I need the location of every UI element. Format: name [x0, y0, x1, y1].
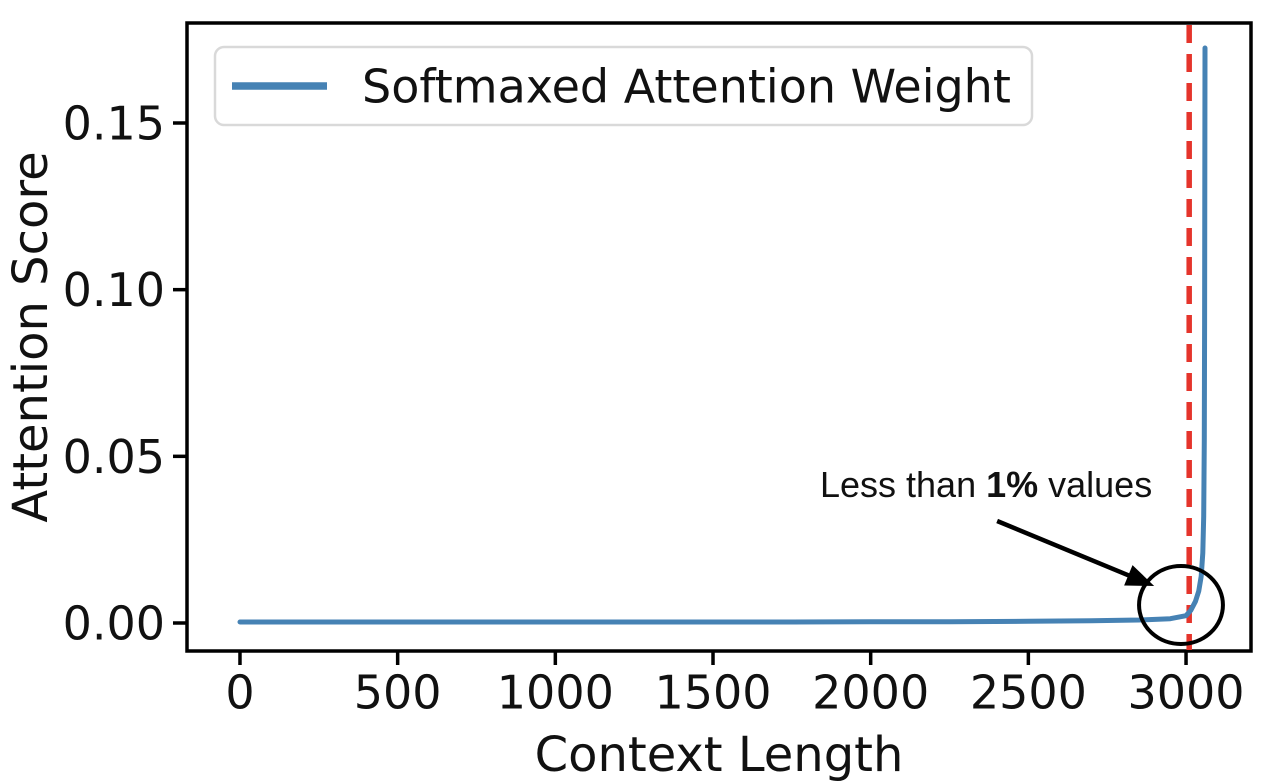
annotation-text: Less than 1% values: [820, 464, 1152, 505]
x-tick-label: 2500: [970, 666, 1087, 720]
x-tick-label: 500: [354, 666, 442, 720]
annotation-text-bold: 1%: [986, 464, 1038, 505]
x-tick-label: 1500: [654, 666, 771, 720]
annotation-arrow-head: [1124, 565, 1155, 586]
y-tick-label: 0.15: [63, 97, 165, 151]
legend-box: [213, 45, 1034, 127]
legend-entry-label: Softmaxed Attention Weight: [362, 60, 1011, 114]
x-tick-label: 3000: [1127, 666, 1244, 720]
x-axis-label: Context Length: [535, 727, 904, 783]
x-tick-label: 0: [225, 666, 254, 720]
x-tick-label: 2000: [812, 666, 929, 720]
y-axis-label: Attention Score: [3, 151, 59, 522]
series-line-softmaxed-attention-weight: [237, 45, 1208, 625]
plot-spines: [185, 21, 1253, 653]
y-tick-label: 0.00: [63, 597, 165, 651]
y-tick-label: 0.05: [63, 430, 165, 484]
y-tick-label: 0.10: [63, 263, 165, 317]
legend: Softmaxed Attention Weight: [213, 45, 1034, 127]
annotation-circle: [1137, 564, 1225, 646]
annotation-arrow-shaft: [996, 518, 1133, 579]
x-tick-label: 1000: [497, 666, 614, 720]
annotation-text-regular: values: [1038, 464, 1152, 505]
annotation-text-regular: Less than: [820, 464, 986, 505]
